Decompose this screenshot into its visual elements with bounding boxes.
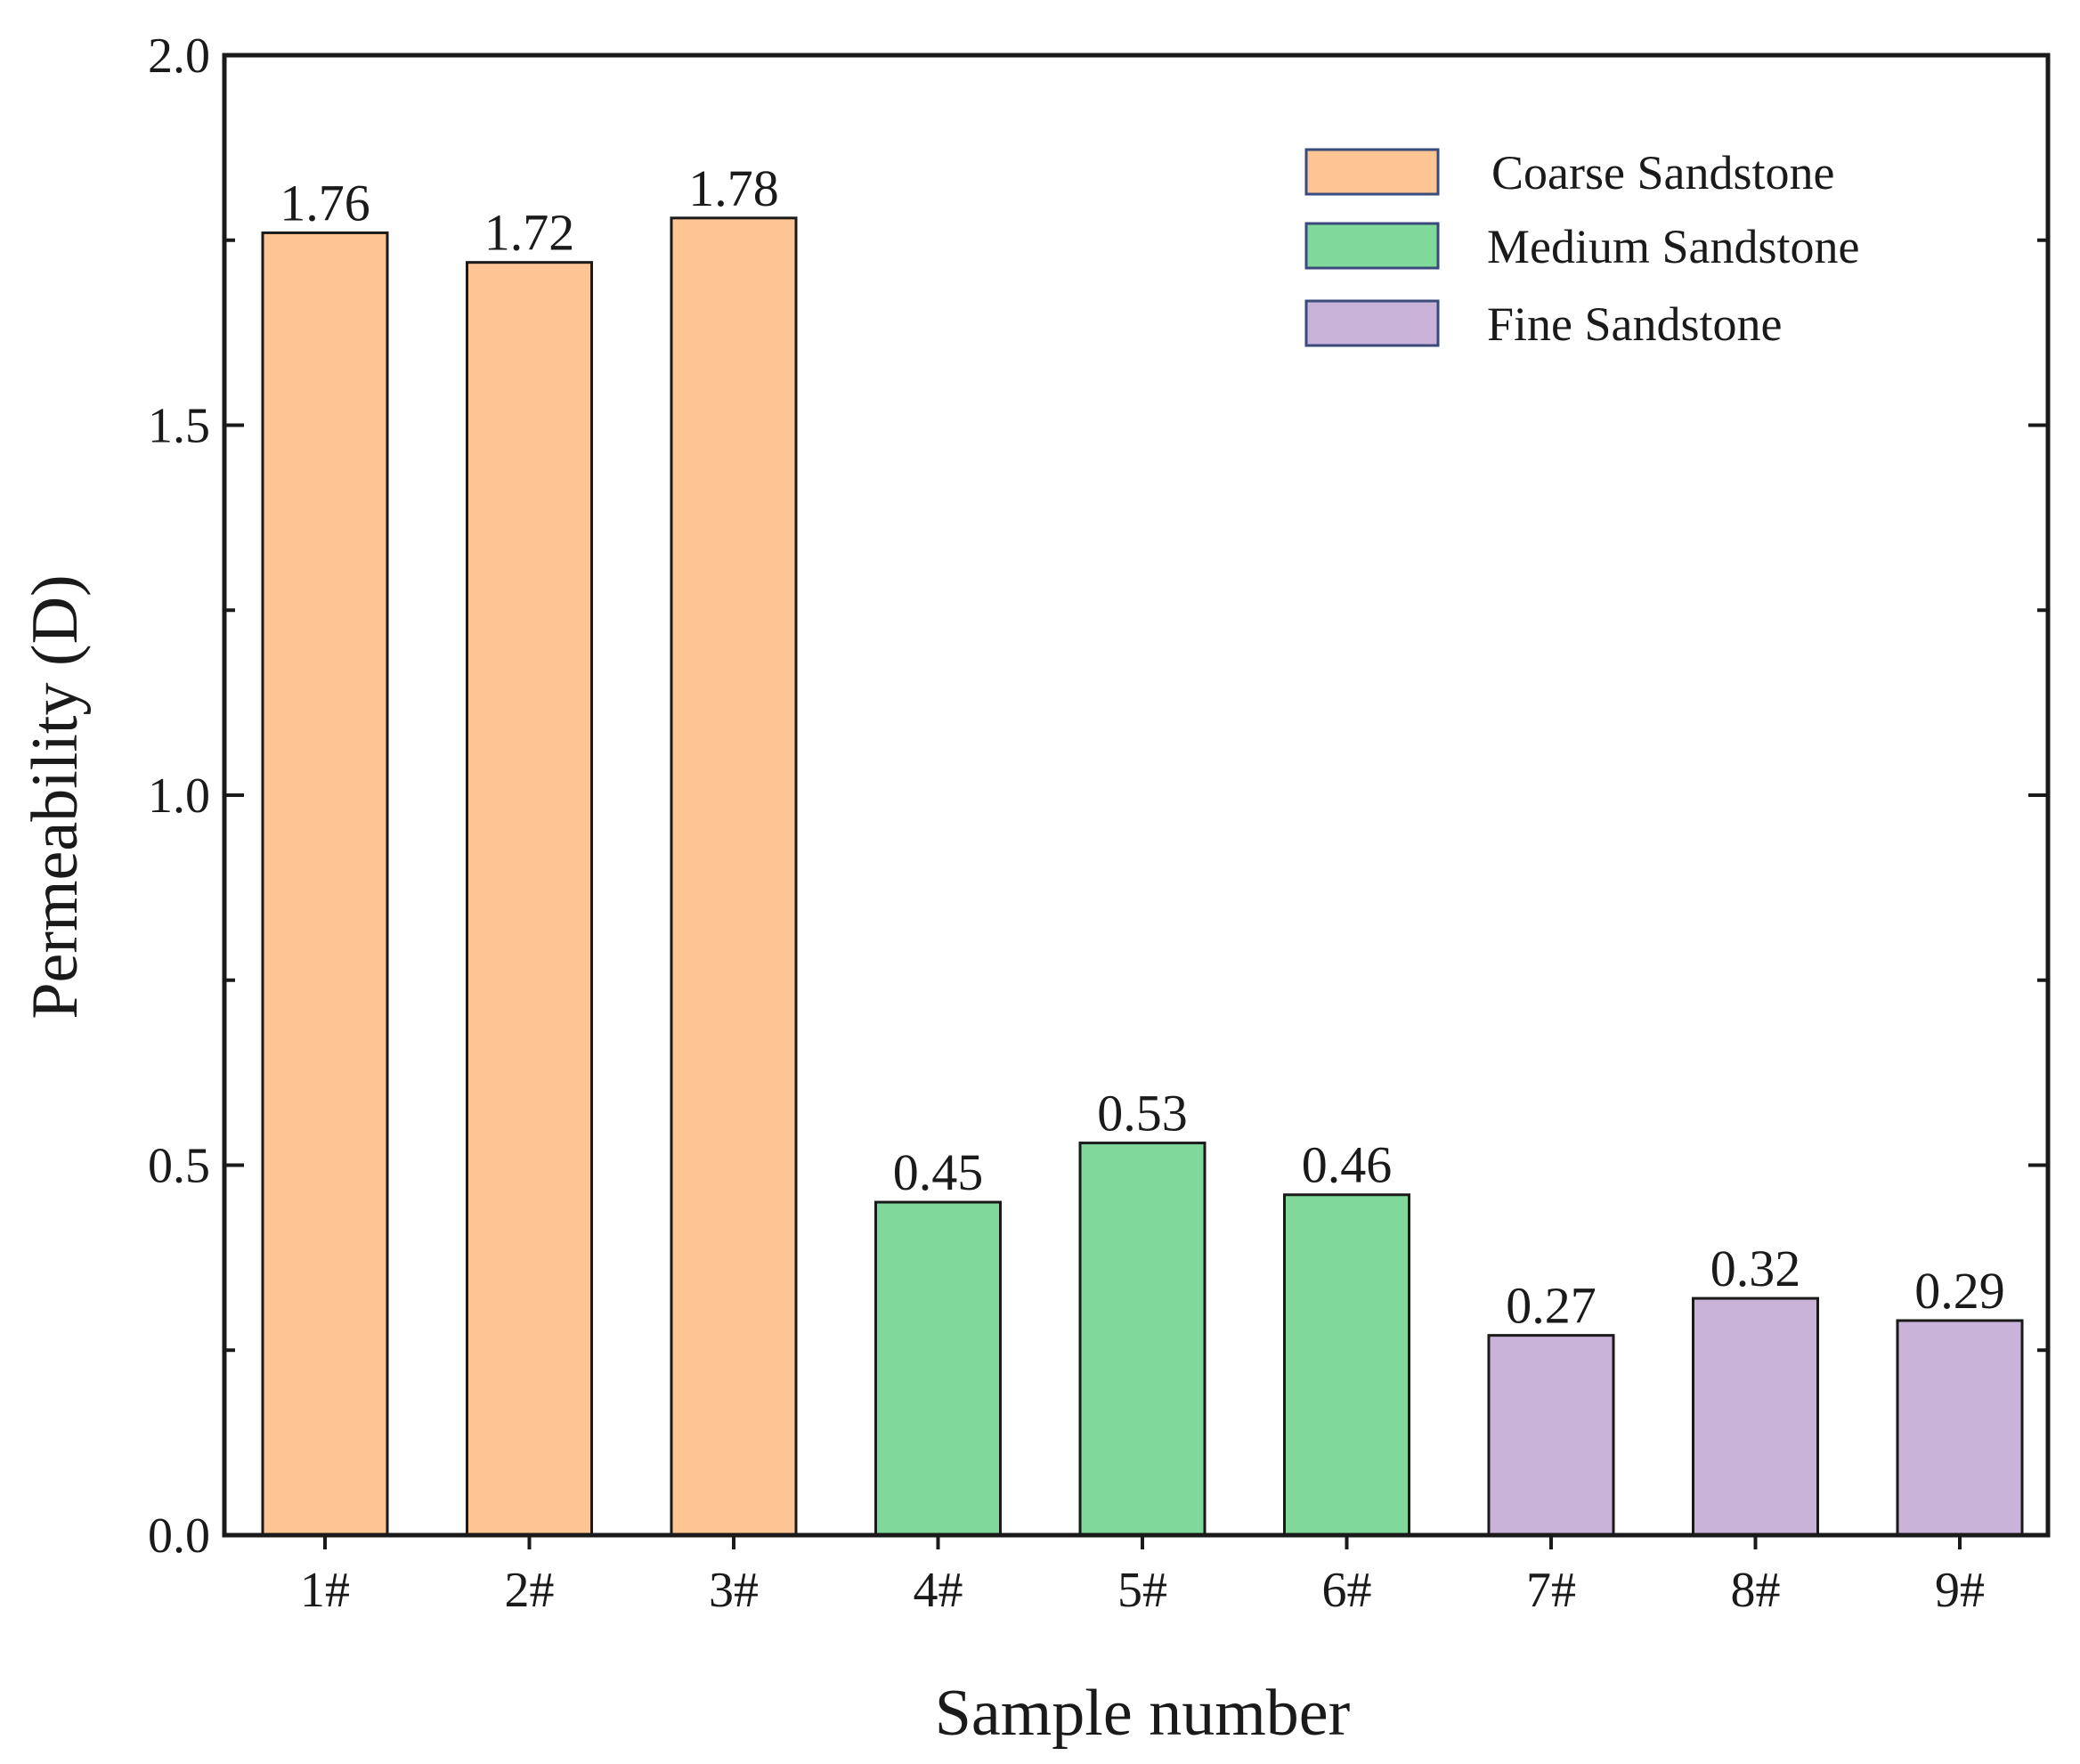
y-tick-label-2: 1.0 <box>148 768 210 824</box>
bar-6 <box>1283 1193 1410 1537</box>
bar-value-label-7: 0.27 <box>1506 1277 1597 1335</box>
x-tick-label-3: 3# <box>709 1563 759 1618</box>
bar-9 <box>1896 1319 2024 1537</box>
legend-label-fine: Fine Sandstone <box>1487 297 1783 351</box>
y-tick-label-1: 0.5 <box>148 1139 210 1194</box>
bar-value-label-1: 1.76 <box>280 174 370 232</box>
bar-5 <box>1078 1142 1207 1537</box>
x-tick-label-2: 2# <box>505 1563 555 1618</box>
x-axis-title: Sample number <box>935 1677 1351 1750</box>
x-tick-label-6: 6# <box>1322 1563 1372 1618</box>
x-tick-label-5: 5# <box>1117 1563 1167 1618</box>
x-tick-label-1: 1# <box>300 1563 350 1618</box>
plot-frame <box>222 53 2051 1538</box>
bar-value-label-3: 1.78 <box>688 159 779 217</box>
ticks-layer: 1# 2# 3# 4# 5# 6# 7# 8# 9# 0.0 0.5 1.0 1.5 2.0 <box>148 28 2048 1618</box>
legend-swatch-medium <box>1304 222 1440 270</box>
bars-layer: 1.76 1.72 1.78 0.45 0.53 0.46 0.27 0.32 0.29 <box>261 159 2024 1537</box>
bar-value-label-4: 0.45 <box>893 1143 984 1201</box>
legend-swatch-coarse <box>1304 148 1440 196</box>
x-tick-label-4: 4# <box>914 1563 963 1618</box>
x-tick-label-9: 9# <box>1935 1563 1985 1618</box>
legend: Coarse Sandstone Medium Sandstone Fine S… <box>1304 146 1859 351</box>
bar-7 <box>1487 1334 1615 1537</box>
bar-value-label-5: 0.53 <box>1097 1085 1188 1142</box>
legend-swatch-fine <box>1304 299 1440 347</box>
bar-1 <box>261 231 389 1537</box>
x-tick-label-7: 7# <box>1526 1563 1576 1618</box>
x-tick-label-8: 8# <box>1731 1563 1781 1618</box>
bar-value-label-9: 0.29 <box>1914 1262 2005 1320</box>
y-tick-label-4: 2.0 <box>148 28 210 84</box>
bar-8 <box>1692 1297 1819 1537</box>
bar-2 <box>466 261 593 1537</box>
bar-value-label-2: 1.72 <box>484 204 575 262</box>
legend-label-coarse: Coarse Sandstone <box>1491 146 1834 199</box>
y-axis-title: Permeability (D) <box>19 574 92 1019</box>
bar-3 <box>670 216 798 1537</box>
y-tick-label-0: 0.0 <box>148 1508 210 1564</box>
bar-value-label-8: 0.32 <box>1710 1240 1801 1297</box>
bar-4 <box>874 1200 1002 1537</box>
bar-value-label-6: 0.46 <box>1302 1136 1393 1194</box>
legend-label-medium: Medium Sandstone <box>1487 220 1859 273</box>
y-tick-label-3: 1.5 <box>148 399 210 454</box>
